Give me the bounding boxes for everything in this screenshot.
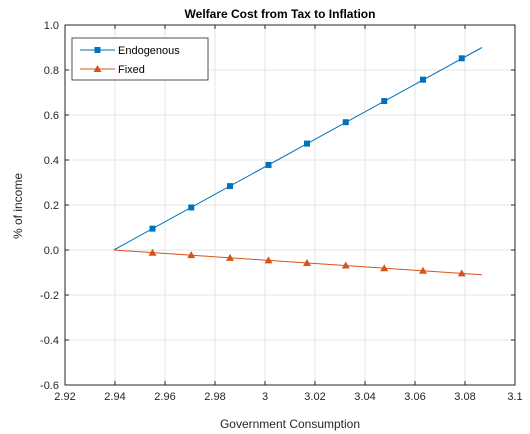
legend-marker-endogenous xyxy=(94,47,101,53)
chart-title: Welfare Cost from Tax to Inflation xyxy=(185,7,376,21)
data-point-fixed xyxy=(303,259,311,267)
data-point-fixed xyxy=(341,261,350,269)
data-point-fixed xyxy=(187,251,196,259)
data-point-endogenous xyxy=(420,76,426,83)
y-tick-label: 1.0 xyxy=(44,20,59,32)
y-tick-label: 0.8 xyxy=(44,65,59,77)
y-tick-label: 0.2 xyxy=(44,200,59,212)
x-tick-label: 3.06 xyxy=(404,391,425,403)
data-point-endogenous xyxy=(458,55,465,62)
x-tick-label: 3.02 xyxy=(304,391,325,403)
data-point-fixed xyxy=(226,253,234,261)
data-point-endogenous xyxy=(381,98,388,105)
data-point-fixed xyxy=(380,264,389,272)
data-point-endogenous xyxy=(265,161,272,168)
axis-ticks: 2.92 2.94 2.96 2.98 3 3.02 3.04 3.06 3.08 3.1 -0.6… xyxy=(40,20,523,403)
x-tick-label: 3.08 xyxy=(454,391,475,403)
x-tick-label: 3 xyxy=(262,391,268,403)
y-tick-label: 0.0 xyxy=(44,245,59,257)
x-tick-label: 2.98 xyxy=(204,391,225,403)
y-tick-label: 0.4 xyxy=(44,155,59,167)
y-tick-label: 0.6 xyxy=(44,110,59,122)
data-point-endogenous xyxy=(227,183,233,190)
legend-box xyxy=(71,37,209,81)
data-point-endogenous xyxy=(149,225,156,232)
data-point-fixed xyxy=(148,248,157,256)
data-point-endogenous xyxy=(188,204,195,211)
x-tick-label: 2.94 xyxy=(104,391,125,403)
y-tick-label: -0.4 xyxy=(40,335,59,347)
y-axis-label: % of income xyxy=(11,173,25,239)
legend-label-fixed: Fixed xyxy=(118,64,145,76)
series-line-fixed xyxy=(113,249,483,276)
x-tick-label: 2.92 xyxy=(54,391,75,403)
data-point-endogenous xyxy=(304,140,310,147)
data-point-fixed xyxy=(419,266,427,274)
x-tick-label: 3.04 xyxy=(354,391,375,403)
data-point-endogenous xyxy=(342,119,349,126)
grid-lines xyxy=(65,25,515,385)
series-layer xyxy=(113,47,483,277)
legend-marker-fixed xyxy=(93,65,102,72)
legend: Endogenous Fixed xyxy=(71,37,209,81)
data-point-fixed xyxy=(264,256,273,264)
legend-label-endogenous: Endogenous xyxy=(118,45,180,57)
x-tick-label: 3.1 xyxy=(507,391,522,403)
data-point-fixed xyxy=(457,269,466,277)
x-tick-label: 2.96 xyxy=(154,391,175,403)
y-tick-label: -0.6 xyxy=(40,380,59,392)
x-axis-label: Government Consumption xyxy=(220,417,360,431)
y-tick-label: -0.2 xyxy=(40,290,59,302)
